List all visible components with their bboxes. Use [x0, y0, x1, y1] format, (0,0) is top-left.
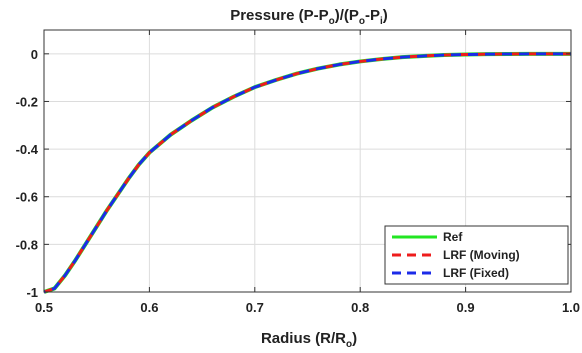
- x-tick-label: 0.8: [351, 300, 369, 315]
- chart-title: Pressure (P-Po)/(Po-Pi): [230, 7, 388, 27]
- legend: Ref LRF (Moving) LRF (Fixed): [384, 225, 569, 285]
- x-tick-label: 0.7: [246, 300, 264, 315]
- x-tick-label: 1.0: [562, 300, 580, 315]
- y-tick-label: -1: [26, 285, 38, 300]
- x-tick-label: 0.6: [140, 300, 158, 315]
- y-tick-label: -0.6: [16, 190, 38, 205]
- y-tick-label: -0.2: [16, 94, 38, 109]
- legend-label-ref: Ref: [443, 230, 463, 244]
- y-tick-label: -0.8: [16, 237, 38, 252]
- series-layer: [43, 51, 572, 294]
- legend-label-lrf-fixed: LRF (Fixed): [443, 266, 509, 280]
- x-tick-label: 0.5: [35, 300, 53, 315]
- tick-labels: 0.5 0.6 0.7 0.8 0.9 1.0 0 -0.2 -0.4 -0.6 -0.8 -1: [16, 47, 580, 315]
- series-line-lrf-fixed: [43, 52, 572, 294]
- y-tick-label: 0: [31, 47, 38, 62]
- y-tick-label: -0.4: [16, 142, 39, 157]
- plot-frame: [43, 29, 572, 293]
- x-axis-label: Radius (R/Ro): [261, 330, 357, 350]
- legend-label-lrf-moving: LRF (Moving): [443, 248, 520, 262]
- x-tick-label: 0.9: [457, 300, 475, 315]
